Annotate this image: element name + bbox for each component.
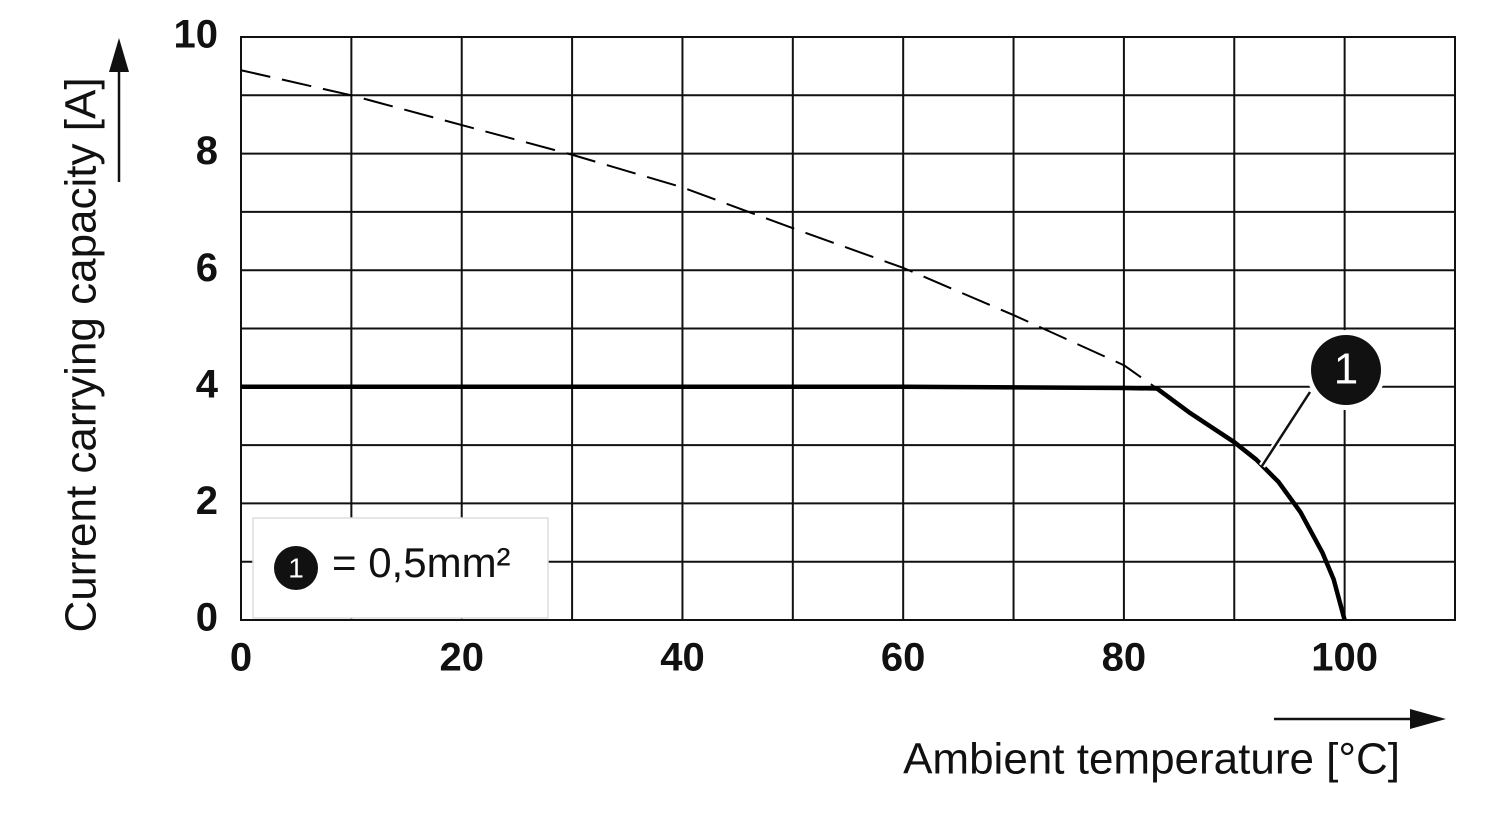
x-tick-label: 100 <box>1311 636 1378 680</box>
y-tick-label: 0 <box>196 596 218 640</box>
y-tick-label: 6 <box>196 246 218 290</box>
x-tick-label: 80 <box>1102 636 1147 680</box>
x-axis-label: Ambient temperature [°C] <box>903 735 1400 784</box>
x-arrow-head <box>1410 709 1446 729</box>
plot-lines <box>240 69 1347 621</box>
callout-circle <box>1311 335 1381 405</box>
y-tick-label: 4 <box>196 362 219 406</box>
legend-marker <box>274 546 318 590</box>
dashed-line <box>240 69 1158 390</box>
y-tick-label: 2 <box>196 479 218 523</box>
y-tick-label: 10 <box>174 13 219 57</box>
grid <box>240 36 1456 621</box>
x-tick-label: 60 <box>881 636 926 680</box>
legend-marker-label: 1 <box>288 552 304 583</box>
callout-label: 1 <box>1334 345 1358 394</box>
x-tick-label: 0 <box>230 636 252 680</box>
x-tick-label: 40 <box>660 636 705 680</box>
labels: 0 20 40 60 80 100 0 2 4 6 8 10 <box>174 13 1379 680</box>
callout-leader <box>1260 391 1312 467</box>
y-arrow-head <box>109 38 129 72</box>
plot-frame <box>240 36 1456 621</box>
y-axis-label: Current carrying capacity [A] <box>57 77 106 632</box>
x-tick-label: 20 <box>439 636 484 680</box>
y-tick-label: 8 <box>196 129 218 173</box>
legend-label: = 0,5mm² <box>332 539 511 586</box>
curve-line <box>241 384 1347 621</box>
